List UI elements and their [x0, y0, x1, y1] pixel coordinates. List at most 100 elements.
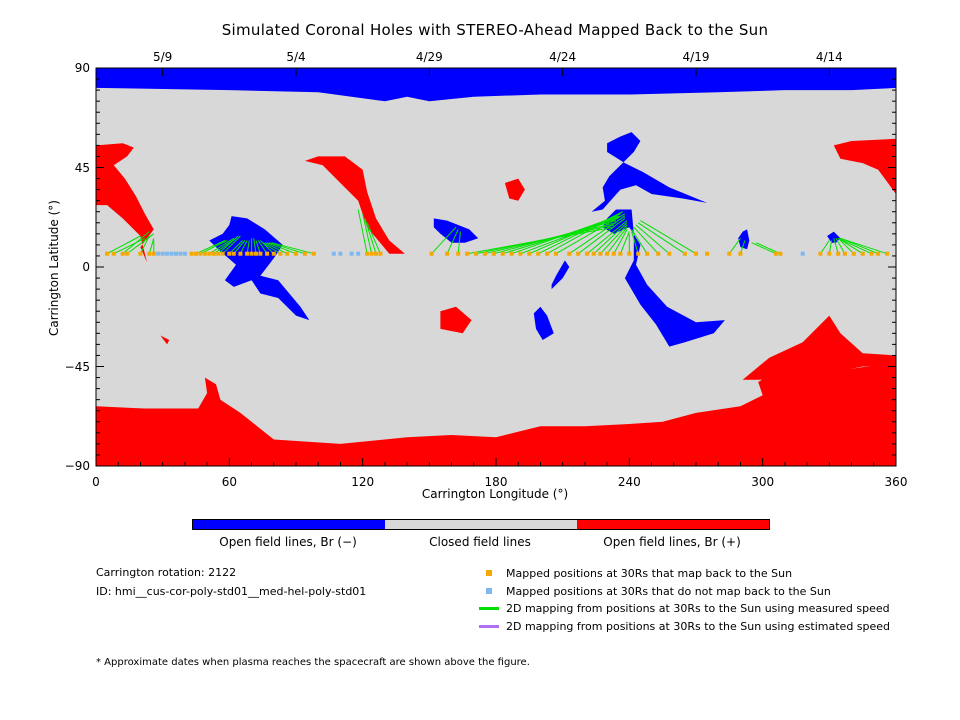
open-positive-region	[96, 362, 896, 466]
measured-speed-line	[239, 240, 248, 254]
open-negative-region	[738, 229, 750, 250]
measured-speed-line	[260, 240, 275, 255]
mapped-back-marker	[474, 251, 478, 256]
not-mapped-back-marker	[178, 251, 183, 256]
colorbar-open-positive	[577, 520, 769, 529]
mapped-back-marker	[211, 251, 216, 256]
measured-speed-line	[840, 237, 888, 255]
mapped-back-marker	[194, 251, 198, 256]
mapped-back-marker	[378, 251, 383, 256]
measured-speed-line	[637, 222, 686, 255]
measured-speed-line	[222, 235, 241, 255]
mapped-back-marker	[705, 251, 710, 256]
measured-speed-line	[266, 242, 297, 255]
open-positive-region	[96, 143, 154, 263]
colorbar	[192, 519, 770, 530]
measured-speed-line	[837, 237, 855, 255]
measured-speed-line	[457, 231, 461, 254]
measured-speed-line	[255, 240, 261, 254]
mapped-back-marker	[727, 251, 732, 256]
mapped-back-marker	[365, 251, 370, 256]
mapped-back-marker	[258, 251, 263, 256]
mapped-back-marker	[527, 251, 532, 256]
x-tick-label: 180	[484, 475, 508, 489]
measured-speed-line	[546, 211, 623, 255]
measured-speed-line	[828, 240, 833, 254]
mapped-back-marker	[627, 251, 632, 256]
mapped-back-marker	[265, 251, 270, 256]
mapped-back-marker	[445, 251, 450, 256]
legend-estimated-speed: 2D mapping from positions at 30Rs to the…	[478, 618, 890, 634]
not-mapped-back-marker	[800, 251, 805, 256]
purple-line-icon	[479, 624, 499, 628]
not-mapped-back-marker	[356, 251, 361, 256]
x-tick-label: 0	[92, 475, 100, 489]
measured-speed-line	[613, 229, 628, 254]
mapped-back-marker	[147, 251, 152, 256]
x-tick-label: 300	[751, 475, 775, 489]
x-axis-label: Carrington Longitude (°)	[421, 487, 569, 501]
measured-speed-line	[431, 226, 457, 255]
measured-speed-line	[122, 231, 150, 255]
measured-speed-line	[633, 226, 659, 255]
measured-speed-line	[493, 220, 617, 255]
legend-measured-speed-label: 2D mapping from positions at 30Rs to the…	[506, 601, 890, 615]
mapped-back-marker	[245, 251, 250, 256]
not-mapped-back-marker	[156, 251, 161, 256]
mapped-back-marker	[198, 251, 203, 256]
mapped-back-marker	[656, 251, 661, 256]
orange-square-icon	[486, 570, 492, 576]
axis-ticks	[95, 67, 897, 467]
green-line-icon	[479, 606, 499, 610]
measured-speed-line	[364, 218, 377, 254]
mapped-back-marker	[105, 251, 110, 256]
measured-speed-line	[640, 220, 697, 255]
measured-speed-line	[837, 237, 863, 255]
measured-speed-line	[537, 211, 623, 255]
date-tick-label: 4/19	[682, 50, 710, 64]
legend-not-mapped-back: Mapped positions at 30Rs that do not map…	[478, 583, 831, 599]
measured-speed-line	[586, 220, 628, 255]
open-positive-region	[833, 138, 896, 194]
colorbar-open-negative	[193, 520, 385, 529]
measured-speed-line	[619, 231, 630, 254]
measured-speed-line	[751, 242, 777, 255]
mapped-back-marker	[311, 251, 316, 256]
colorbar-closed	[385, 520, 577, 529]
measured-speed-line	[139, 235, 150, 254]
mapped-back-marker	[111, 251, 116, 256]
measured-speed-line	[253, 238, 257, 254]
measured-speed-line	[833, 238, 839, 254]
open-positive-region	[504, 178, 525, 201]
measured-speed-line	[728, 238, 741, 254]
legend-measured-speed: 2D mapping from positions at 30Rs to the…	[478, 600, 890, 616]
legend-mapped-back-label: Mapped positions at 30Rs that map back t…	[506, 566, 793, 580]
date-tick-label: 5/4	[286, 50, 306, 64]
mapped-back-marker	[302, 251, 307, 256]
mapped-back-marker	[509, 251, 514, 256]
mapped-back-marker	[876, 251, 881, 256]
open-positive-region	[742, 315, 896, 380]
mapped-back-marker	[842, 251, 847, 256]
mapped-back-marker	[576, 251, 581, 256]
mapped-back-marker	[285, 251, 290, 256]
mapped-back-marker	[598, 251, 603, 256]
mapped-back-marker	[518, 251, 523, 256]
measured-speed-line	[600, 224, 628, 255]
mapped-back-marker	[369, 251, 374, 256]
mapped-back-marker	[207, 251, 212, 256]
colorbar-label-open-positive: Open field lines, Br (+)	[603, 535, 741, 549]
date-tick-label: 4/24	[549, 50, 577, 64]
x-tick-label: 360	[884, 475, 908, 489]
y-tick-label: −45	[64, 359, 90, 374]
not-mapped-back-marker	[331, 251, 336, 256]
measured-speed-line	[264, 242, 288, 255]
mapped-back-marker	[189, 251, 194, 256]
measured-speed-line	[148, 238, 155, 254]
mapped-back-marker	[429, 251, 434, 256]
open-positive-region	[160, 335, 170, 345]
date-tick-label: 4/29	[415, 50, 443, 64]
measured-speed-line	[126, 233, 155, 255]
mapped-back-marker	[851, 251, 856, 256]
